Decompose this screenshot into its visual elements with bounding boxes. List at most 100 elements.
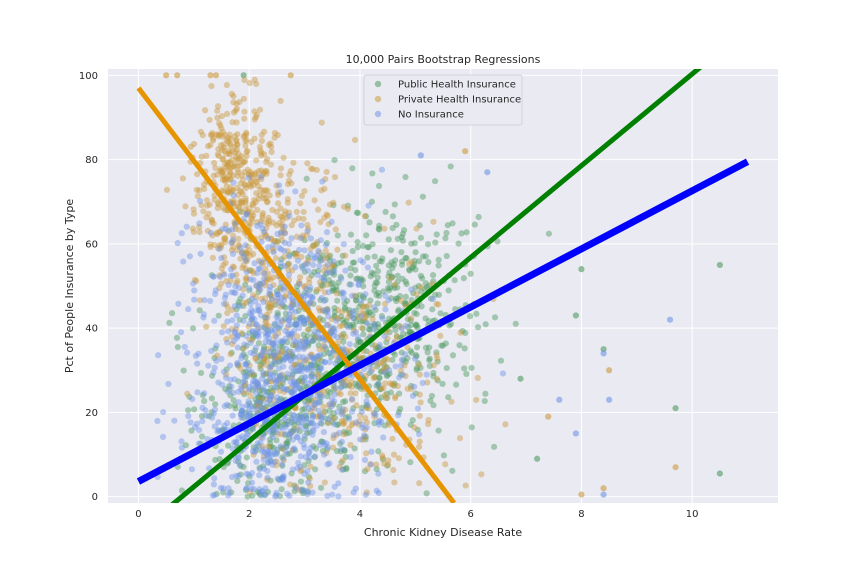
y-tick-label: 60 — [85, 239, 98, 250]
data-point — [364, 254, 370, 260]
data-point — [348, 384, 354, 390]
data-point — [253, 459, 259, 465]
data-point — [164, 187, 170, 193]
data-point — [279, 339, 285, 345]
data-point — [359, 409, 365, 415]
data-point — [425, 241, 431, 247]
data-point — [255, 405, 261, 411]
data-point — [291, 337, 297, 343]
data-point — [224, 318, 230, 324]
data-point — [482, 398, 488, 404]
data-point — [261, 129, 267, 135]
outlier-point — [174, 72, 180, 78]
data-point — [293, 485, 299, 491]
data-point — [350, 315, 356, 321]
data-point — [310, 337, 316, 343]
data-point — [209, 219, 215, 225]
data-point — [301, 378, 307, 384]
data-point — [223, 151, 229, 157]
data-point — [363, 232, 369, 238]
data-point — [229, 474, 235, 480]
data-point — [322, 344, 328, 350]
data-point — [458, 330, 464, 336]
data-point — [434, 376, 440, 382]
data-point — [468, 365, 474, 371]
data-point — [355, 334, 361, 340]
data-point — [280, 456, 286, 462]
outlier-point — [717, 262, 723, 268]
data-point — [476, 214, 482, 220]
data-point — [453, 382, 459, 388]
data-point — [331, 432, 337, 438]
data-point — [185, 306, 191, 312]
data-point — [400, 238, 406, 244]
data-point — [372, 321, 378, 327]
data-point — [416, 444, 422, 450]
data-point — [315, 207, 321, 213]
data-point — [304, 176, 310, 182]
data-point — [243, 333, 249, 339]
data-point — [439, 381, 445, 387]
data-point — [234, 312, 240, 318]
data-point — [283, 444, 289, 450]
data-point — [347, 454, 353, 460]
data-point — [461, 365, 467, 371]
data-point — [429, 306, 435, 312]
data-point — [408, 315, 414, 321]
outlier-point — [672, 405, 678, 411]
data-point — [382, 209, 388, 215]
data-point — [317, 219, 323, 225]
data-point — [253, 199, 259, 205]
x-tick-label: 10 — [686, 509, 699, 520]
data-point — [347, 442, 353, 448]
data-point — [154, 418, 160, 424]
data-point — [316, 263, 322, 269]
data-point — [399, 357, 405, 363]
data-point — [354, 210, 360, 216]
data-point — [178, 438, 184, 444]
data-point — [331, 268, 337, 274]
data-point — [380, 434, 386, 440]
data-point — [225, 138, 231, 144]
data-point — [401, 227, 407, 233]
data-point — [368, 273, 374, 279]
data-point — [235, 435, 241, 441]
data-point — [192, 424, 198, 430]
data-point — [358, 313, 364, 319]
data-point — [443, 340, 449, 346]
data-point — [228, 289, 234, 295]
data-point — [475, 375, 481, 381]
data-point — [310, 262, 316, 268]
data-point — [224, 159, 230, 165]
data-point — [298, 317, 304, 323]
data-point — [245, 167, 251, 173]
data-point — [340, 406, 346, 412]
data-point — [379, 258, 385, 264]
data-point — [231, 163, 237, 169]
data-point — [246, 321, 252, 327]
data-point — [317, 420, 323, 426]
data-point — [325, 416, 331, 422]
data-point — [253, 282, 259, 288]
data-point — [208, 230, 214, 236]
data-point — [385, 285, 391, 291]
data-point — [238, 162, 244, 168]
data-point — [478, 471, 484, 477]
data-point — [274, 291, 280, 297]
data-point — [234, 332, 240, 338]
data-point — [325, 213, 331, 219]
data-point — [411, 424, 417, 430]
data-point — [369, 170, 375, 176]
data-point — [305, 326, 311, 332]
data-point — [290, 382, 296, 388]
data-point — [320, 404, 326, 410]
data-point — [205, 363, 211, 369]
data-point — [182, 344, 188, 350]
data-point — [426, 357, 432, 363]
data-point — [230, 390, 236, 396]
data-point — [193, 353, 199, 359]
data-point — [218, 255, 224, 261]
data-point — [218, 281, 224, 287]
y-tick-label: 100 — [79, 71, 98, 82]
outlier-point — [207, 72, 213, 78]
